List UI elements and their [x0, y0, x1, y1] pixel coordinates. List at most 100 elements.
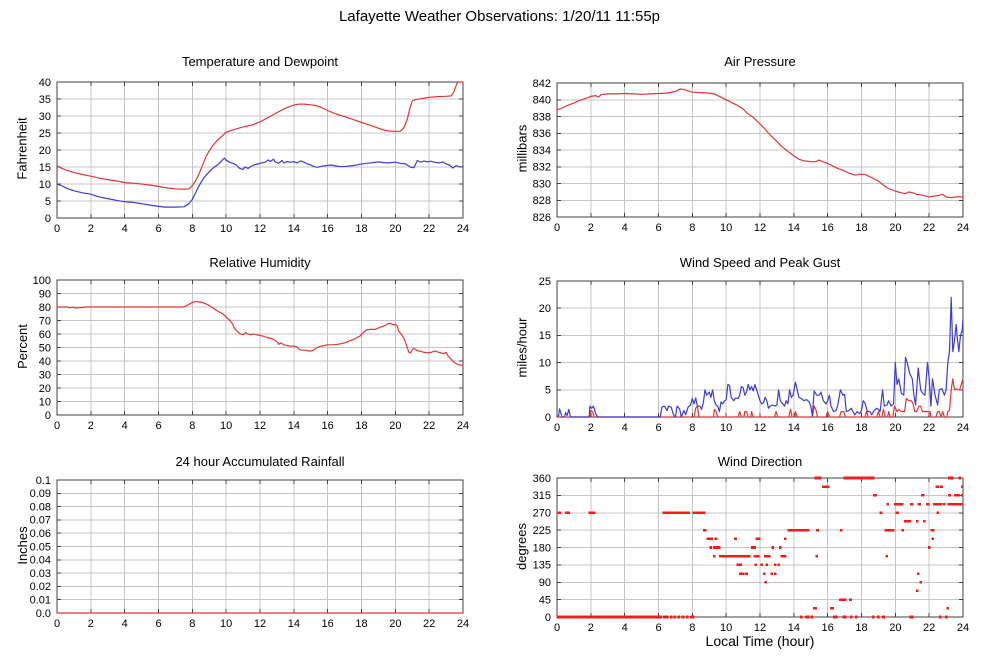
- y-tick-label: 842: [533, 78, 551, 90]
- x-tick-label: 8: [689, 222, 695, 234]
- x-tick-label: 14: [788, 222, 800, 234]
- y-tick-label: 826: [533, 212, 551, 224]
- y-tick-label: 840: [533, 95, 551, 107]
- x-tick-label: 14: [788, 422, 800, 434]
- x-tick-label: 4: [122, 618, 128, 630]
- x-tick-label: 0: [54, 223, 60, 235]
- x-tick-label: 6: [155, 420, 161, 432]
- x-tick-label: 24: [957, 222, 969, 234]
- y-tick-label: 836: [533, 128, 551, 140]
- y-tick-label: 315: [533, 490, 551, 502]
- x-tick-label: 20: [389, 223, 401, 235]
- y-tick-label: 100: [33, 275, 51, 287]
- chart-wind-direction: 0 2 4 6 8 10 12 14 16 18 20 22 240459013518022527031…: [533, 473, 969, 634]
- x-tick-label: 6: [155, 618, 161, 630]
- y-tick-label: 0.1: [36, 475, 51, 487]
- x-tick-label: 10: [220, 420, 232, 432]
- x-tick-label: 2: [88, 618, 94, 630]
- x-tick-label: 22: [923, 222, 935, 234]
- y-tick-label: 135: [533, 560, 551, 572]
- y-tick-label: 0.04: [30, 555, 51, 567]
- x-tick-label: 16: [822, 422, 834, 434]
- y-tick-label: 25: [539, 276, 551, 288]
- x-tick-label: 24: [457, 618, 469, 630]
- x-tick-label: 16: [322, 618, 334, 630]
- x-tick-label: 4: [122, 223, 128, 235]
- y-tick-label: 834: [533, 145, 551, 157]
- x-tick-label: 22: [923, 622, 935, 634]
- y-tick-label: 60: [39, 329, 51, 341]
- y-tick-label: 225: [533, 525, 551, 537]
- chart-title-rainfall: 24 hour Accumulated Rainfall: [175, 454, 345, 469]
- y-tick-label: 10: [539, 357, 551, 369]
- y-tick-label: 360: [533, 473, 551, 485]
- x-tick-label: 24: [457, 420, 469, 432]
- y-tick-label: 25: [39, 128, 51, 140]
- series-pressure: [556, 88, 964, 199]
- x-tick-label: 18: [355, 223, 367, 235]
- y-tick-label: 15: [39, 162, 51, 174]
- x-tick-label: 2: [588, 622, 594, 634]
- x-tick-label: 16: [322, 223, 334, 235]
- x-tick-label: 2: [588, 422, 594, 434]
- y-tick-label: 50: [39, 342, 51, 354]
- x-tick-label: 0: [554, 222, 560, 234]
- y-tick-label: 0.07: [30, 515, 51, 527]
- x-tick-label: 14: [788, 622, 800, 634]
- chart-title-air-pressure: Air Pressure: [724, 54, 796, 69]
- y-axis-label-miles-hour: miles/hour: [514, 317, 530, 378]
- y-tick-label: 15: [539, 330, 551, 342]
- x-tick-label: 12: [754, 222, 766, 234]
- series-direction: [556, 476, 964, 619]
- y-tick-label: 40: [39, 356, 51, 368]
- x-tick-label: 20: [889, 422, 901, 434]
- y-tick-label: 5: [45, 196, 51, 208]
- y-tick-label: 832: [533, 162, 551, 174]
- y-tick-label: 20: [539, 303, 551, 315]
- x-tick-label: 8: [689, 422, 695, 434]
- y-axis-label-inches: Inches: [15, 526, 30, 565]
- x-tick-label: 12: [254, 223, 266, 235]
- x-tick-label: 0: [54, 618, 60, 630]
- x-tick-label: 16: [822, 622, 834, 634]
- x-tick-label: 6: [655, 622, 661, 634]
- x-tick-label: 20: [889, 222, 901, 234]
- x-tick-label: 6: [155, 223, 161, 235]
- y-tick-label: 0.06: [30, 528, 51, 540]
- x-tick-label: 8: [189, 223, 195, 235]
- x-tick-label: 10: [220, 223, 232, 235]
- x-tick-label: 14: [288, 618, 300, 630]
- x-tick-label: 6: [655, 422, 661, 434]
- y-tick-label: 35: [39, 94, 51, 106]
- y-tick-label: 90: [39, 288, 51, 300]
- x-tick-label: 6: [655, 222, 661, 234]
- x-tick-label: 4: [622, 422, 628, 434]
- page-title: Lafayette Weather Observations: 1/20/11 …: [338, 8, 661, 25]
- y-tick-label: 0.05: [30, 541, 51, 553]
- y-tick-label: 0.02: [30, 581, 51, 593]
- y-tick-label: 0.09: [30, 488, 51, 500]
- series-wind-speed: [556, 378, 964, 418]
- y-tick-label: 0: [545, 412, 551, 424]
- x-tick-label: 16: [822, 222, 834, 234]
- x-tick-label: 18: [355, 420, 367, 432]
- x-tick-label: 18: [355, 618, 367, 630]
- series-peak-gust: [556, 296, 964, 418]
- x-tick-label: 24: [957, 622, 969, 634]
- x-tick-label: 10: [220, 618, 232, 630]
- y-axis-label-fahrenheit: Fahrenheit: [14, 117, 30, 180]
- series-humidity: [56, 301, 464, 366]
- y-tick-label: 40: [39, 77, 51, 89]
- series-temperature: [56, 81, 464, 190]
- y-tick-label: 30: [39, 369, 51, 381]
- x-tick-label: 20: [889, 622, 901, 634]
- y-tick-label: 838: [533, 111, 551, 123]
- y-axis-label-percent: Percent: [15, 324, 30, 369]
- x-tick-label: 2: [588, 222, 594, 234]
- chart-air-pressure: 0 2 4 6 8 10 12 14 16 18 20 22 248268288308328348368…: [533, 78, 969, 234]
- y-tick-label: 5: [545, 385, 551, 397]
